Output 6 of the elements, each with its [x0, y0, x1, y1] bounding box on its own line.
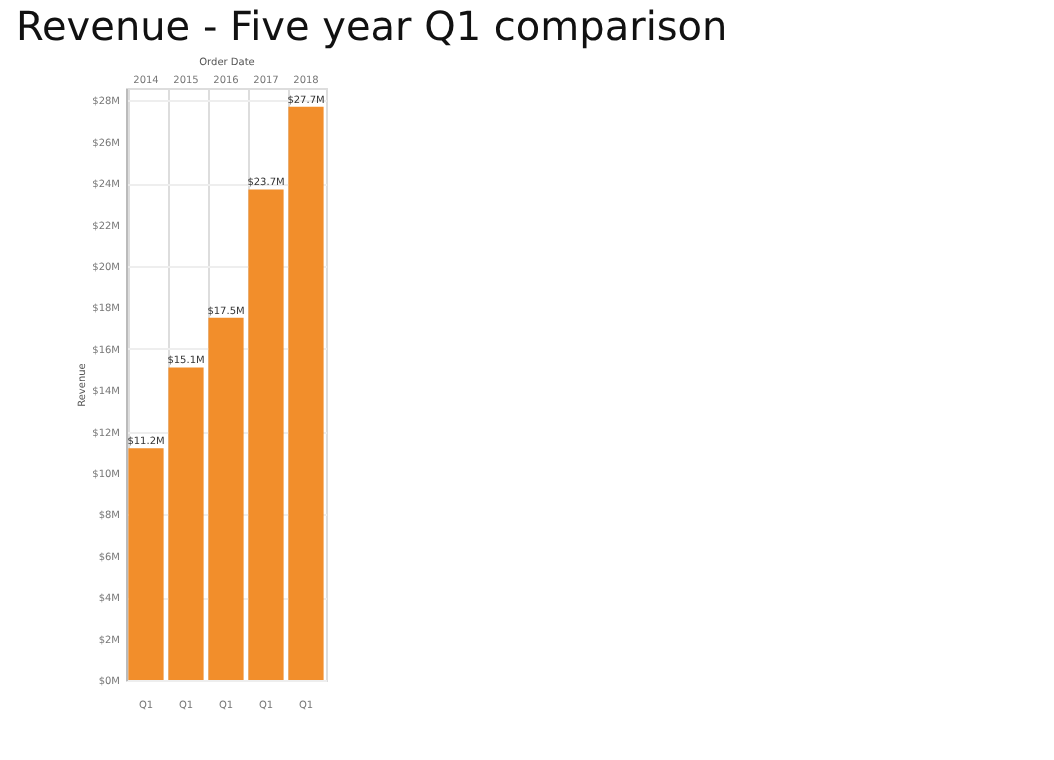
bar: [288, 106, 324, 680]
bar: [208, 317, 244, 680]
chart-title: Revenue - Five year Q1 comparison: [16, 2, 728, 50]
bar: [248, 189, 284, 680]
bar: [168, 367, 204, 680]
bar: [128, 448, 164, 680]
